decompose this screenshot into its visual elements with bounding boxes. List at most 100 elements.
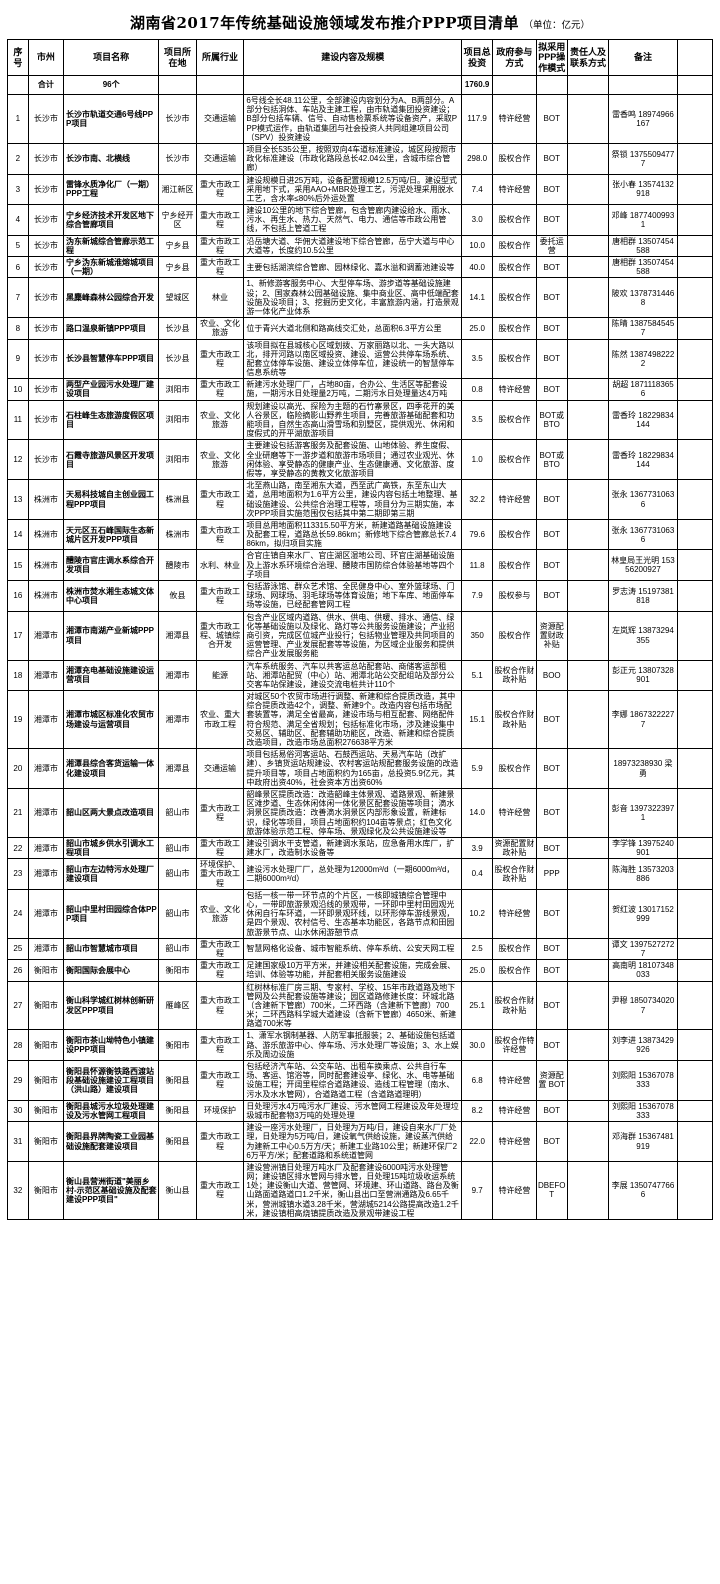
table-row: 26 衡阳市 衡阳国际会展中心 衡阳市 重大市政工程 足建国家级10万平方米，并建设相关配… [7,959,714,982]
row-description: 韶峰景区提质改造：改造韶峰主体景观、道路景观、新建景区滩步道、生态休闲体闲一体化… [243,787,463,838]
row-city: 长沙市 [27,256,64,279]
row-seq: 10 [7,378,29,401]
row-description: 项目总用地面积113315.50平方米，新建道路基础设施建设及配套工程，道路总长… [243,518,463,551]
row-city: 湘潭市 [27,610,64,661]
table-row: 32 衡阳市 衡山县营洲街道"美丽乡村-示范区基础设施及配套建设PPP项目" 衡山县重… [7,1160,714,1221]
row-location: 长沙县 [158,317,197,340]
total-seq [7,75,29,96]
row-contact: 邓峰 18774009931 [608,204,678,236]
row-city: 湘潭市 [27,858,64,890]
row-operation-mode [566,317,610,340]
row-ppp-mode: BOT [535,580,568,612]
row-description: 6号线全长48.11公里，全部建设内容划分为A、B两部分。A部分包括洞体、车站及… [243,94,463,144]
row-remark [676,479,714,520]
row-ppp-mode: BOT [535,94,568,144]
row-location: 醴陵市 [158,549,197,582]
row-city: 衡阳市 [27,1099,64,1123]
col-city: 市州 [27,38,64,77]
row-seq: 7 [7,277,29,319]
row-operation-mode [566,580,610,612]
table-row: 17 湘潭市 湘潭市南湖产业新城PPP项目 湘潭县 重大市政工程、城镇综合开发 包含产业区… [7,610,714,661]
row-seq: 15 [7,549,29,582]
row-investment: 14.1 [461,277,494,319]
row-industry: 重大市政工程 [195,518,245,551]
row-location: 湘潭县 [158,610,197,661]
row-seq: 27 [7,980,29,1031]
row-investment: 7.9 [461,580,494,612]
row-investment: 25.0 [461,317,494,340]
row-industry: 农业、重大市政工程 [195,690,245,750]
row-industry: 重大市政工程 [195,378,245,401]
row-operation-mode [566,1029,610,1062]
total-investment: 1760.9 [461,75,494,96]
row-location: 宁乡县 [158,256,197,279]
row-ppp-mode: BOT [535,1029,568,1062]
row-industry: 重大市政工程 [195,338,245,380]
row-investment: 3.0 [461,204,494,236]
row-operation-mode [566,980,610,1031]
row-seq: 11 [7,399,29,441]
table-row: 6 长沙市 宁乡沩东新城淮熔城项目（一期） 宁乡县 重大市政工程 主要包括湖滨综合管廊、园… [7,256,714,279]
row-gov-mode: 特许经营 [492,479,537,520]
row-city: 湘潭市 [27,836,64,860]
row-project-name: 长沙县智慧停车PPP项目 [62,338,160,380]
table-row: 22 湘潭市 韶山市城乡供水引调水工程项目 韶山市 重大市政工程 建设引调水干支管道，新建… [7,836,714,860]
row-seq: 30 [7,1099,29,1123]
row-location: 衡山县 [158,1160,197,1221]
row-investment: 117.9 [461,94,494,144]
row-ppp-mode: BOT [535,338,568,380]
row-city: 衡阳市 [27,1160,64,1221]
row-location: 株洲县 [158,479,197,520]
row-project-name: 株洲市焚水湘生态城文体中心项目 [62,580,160,612]
row-city: 株洲市 [27,580,64,612]
table-header-row: 序号 市州 项目名称 项目所在地 所属行业 建设内容及规模 项目总投资 政府参与… [7,38,714,77]
row-remark [676,173,714,206]
row-description: 项目包括易俗河客运站、石鼓西运站、天易汽车站（改扩建）、乡镇货运站规建设、农村客… [243,748,463,789]
row-seq: 13 [7,479,29,520]
row-investment: 0.4 [461,858,494,890]
row-description: 日处理污水4万吨污水厂建设、污水管网工程建设及年处理垃圾城市配套物3万吨的处理处… [243,1099,463,1123]
row-ppp-mode: BOT [535,277,568,319]
table-row: 3 长沙市 雷锋水质净化厂（一期）PPP工程 湘江新区 重大市政工程 建设规模日进25万吨… [7,173,714,206]
row-project-name: 韶山中里村田园综合体PPP项目 [62,888,160,939]
row-location: 湘江新区 [158,173,197,206]
row-gov-mode: 股权参与 [492,580,537,612]
row-gov-mode: 特许经营 [492,173,537,206]
row-city: 长沙市 [27,142,64,175]
row-operation-mode [566,1060,610,1101]
row-ppp-mode: PPP [535,858,568,890]
col-ppp-mode: 拟采用PPP操作模式 [535,38,568,77]
total-note [676,75,714,96]
row-gov-mode: 股权合作 [492,959,537,982]
row-location: 长沙市 [158,142,197,175]
row-industry: 能源 [195,659,245,692]
row-remark [676,1121,714,1162]
row-gov-mode: 股权合作 [492,518,537,551]
row-remark [676,338,714,380]
row-contact: 18973238930 梁勇 [608,748,678,789]
row-investment: 10.0 [461,234,494,258]
row-industry: 重大市政工程 [195,173,245,206]
row-ppp-mode: BOT [535,142,568,175]
row-project-name: 宁乡经济技术开发区地下综合管廊项目 [62,204,160,236]
row-operation-mode [566,439,610,481]
row-description: 主要建设包括游客服务及配套设施、山地体验、养生度假、全业研磨等下一游步道和旅游市… [243,439,463,481]
row-contact: 刘熙阳 15367078333 [608,1060,678,1101]
row-industry: 重大市政工程 [195,787,245,838]
row-project-name: 沩东新城综合管廊示范工程 [62,234,160,258]
row-operation-mode [566,787,610,838]
row-city: 株洲市 [27,518,64,551]
table-row: 15 株洲市 醴陵市官庄调水系综合开发项目 醴陵市 水利、林业 合官庄镇自来水厂、官庄湖区… [7,549,714,582]
row-investment: 32.2 [461,479,494,520]
row-location: 韶山市 [158,836,197,860]
row-description: 1、新修游客服务中心、大型停车场、游步道等基础设施建设；2、国家森林公园基础设施… [243,277,463,319]
row-industry: 重大市政工程 [195,204,245,236]
row-contact: 彭正元 13807328901 [608,659,678,692]
row-industry: 农业、文化旅游 [195,317,245,340]
table-row: 25 湘潭市 韶山市智慧城市项目 韶山市 重大市政工程 智慧网格化设备、城市智能系统、停车… [7,937,714,961]
row-description: 北至燕山路，南至湘东大道，西至武广高铁，东至东山大道，总用地面积为1.6平方公里… [243,479,463,520]
row-seq: 28 [7,1029,29,1062]
row-investment: 30.0 [461,1029,494,1062]
row-description: 1、潇军水钢制基器、人防军事抵服装；2、基础设施包括道路、游乐旅游中心、停车场、… [243,1029,463,1062]
row-project-name: 石霞寺旅游风景区开发项目 [62,439,160,481]
